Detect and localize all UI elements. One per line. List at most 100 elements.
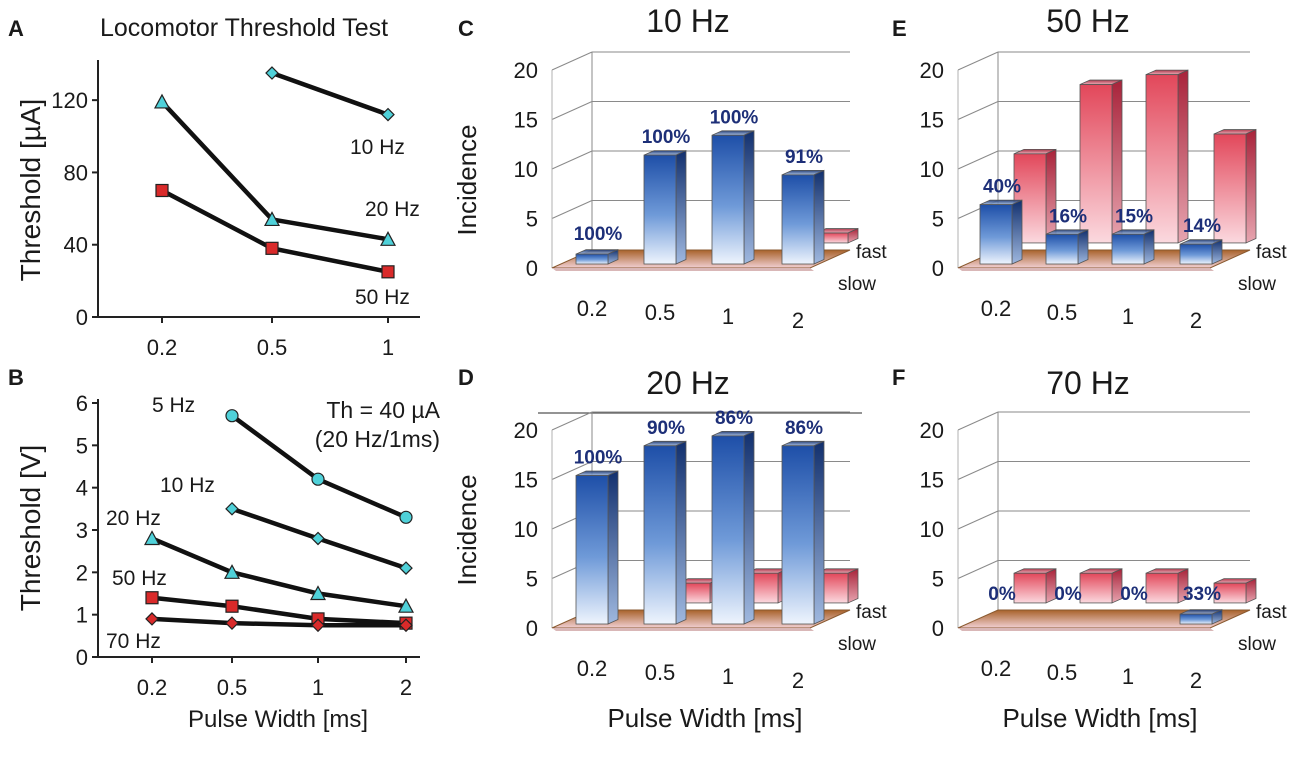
panel-f: F 70 Hz Pulse Width [ms] 0 5 10 15 20 fast slo… xyxy=(892,365,1287,733)
data-point xyxy=(309,585,327,601)
panel-a-plot: 0 40 80 120 0.2 0.5 1 10 Hz 20 Hz 50 Hz xyxy=(51,60,420,360)
depth-label-slow: slow xyxy=(1238,274,1276,295)
data-point xyxy=(399,510,413,524)
bar-fast-side xyxy=(1045,148,1057,244)
bar-slow-side xyxy=(813,440,825,625)
x-tick-label: 0.5 xyxy=(645,660,676,685)
data-point xyxy=(397,597,415,613)
grid-line xyxy=(551,200,593,219)
floor-edge xyxy=(958,268,1214,271)
percent-label: 0% xyxy=(1054,584,1082,605)
panel-b-plot: 0 1 2 3 4 5 6 0.2 0.5 1 2 5 Hz 10 Hz 20 Hz 50 Hz 70 Hz xyxy=(76,391,420,700)
x-tick-label: 0.2 xyxy=(147,335,178,360)
grid-line xyxy=(551,150,593,170)
data-point xyxy=(225,616,239,630)
percent-label: 100% xyxy=(574,224,623,245)
panel-f-x-axis-title: Pulse Width [ms] xyxy=(1002,703,1197,733)
panel-letter-b: B xyxy=(8,365,24,390)
bar-slow xyxy=(575,475,609,625)
bar-slow xyxy=(643,154,677,265)
depth-label-slow: slow xyxy=(838,634,876,655)
y-tick-label: 2 xyxy=(76,560,88,585)
x-tick-label: 0.2 xyxy=(981,296,1012,321)
x-tick-label: 0.5 xyxy=(217,675,248,700)
percent-label: 0% xyxy=(988,584,1016,605)
bar-slow-side xyxy=(675,149,687,265)
series-label: 50 Hz xyxy=(355,286,410,309)
bar-slow-side xyxy=(743,430,755,625)
y-tick-label: 15 xyxy=(920,108,944,133)
panel-a-y-axis-title: Threshold [µA] xyxy=(15,99,46,282)
y-tick-label: 15 xyxy=(514,468,538,493)
series-label: 70 Hz xyxy=(106,630,161,653)
panel-a-title: Locomotor Threshold Test xyxy=(100,14,388,42)
data-point xyxy=(153,93,171,109)
y-tick-label: 20 xyxy=(920,418,944,443)
bar-slow xyxy=(711,134,745,265)
y-tick-label: 0 xyxy=(526,256,538,281)
y-tick-label: 6 xyxy=(76,391,88,416)
panel-d-plot: 0 5 10 15 20 fast slow 0.2 0.5 1 2 100% 90% 86% 86% xyxy=(514,408,888,693)
data-point xyxy=(145,612,159,626)
series-line xyxy=(160,188,389,275)
bar-fast xyxy=(1145,572,1179,604)
floor-edge xyxy=(552,628,814,631)
series-line xyxy=(151,616,406,628)
x-tick-label: 2 xyxy=(1190,668,1202,693)
data-point xyxy=(311,618,325,633)
x-tick-label: 1 xyxy=(382,335,394,360)
panel-e: E 50 Hz 0 5 10 15 20 fast slow 0.2 0.5 1 2 40% 16% 15… xyxy=(892,3,1287,333)
panel-c-plot: 0 5 10 15 20 fast slow 0.2 0.5 1 2 100% 100% 100% 91% xyxy=(514,51,887,333)
bar-fast-side xyxy=(847,568,859,604)
x-tick-label: 0.2 xyxy=(577,656,608,681)
x-tick-label: 2 xyxy=(400,675,412,700)
bar-fast xyxy=(1145,74,1179,244)
x-tick-label: 0.5 xyxy=(1047,300,1078,325)
data-point xyxy=(311,472,325,486)
series-label: 20 Hz xyxy=(365,198,420,221)
panel-d: D 20 Hz Incidence Pulse Width [ms] 0 5 10 1… xyxy=(452,365,887,733)
bar-slow-side xyxy=(1211,239,1223,265)
percent-label: 90% xyxy=(647,418,685,439)
bar-slow-side xyxy=(813,169,825,265)
x-tick-label: 0.2 xyxy=(137,675,168,700)
panel-c-title: 10 Hz xyxy=(646,3,730,39)
percent-label: 86% xyxy=(715,408,753,429)
y-tick-label: 15 xyxy=(514,108,538,133)
bar-slow-side xyxy=(1077,229,1089,265)
depth-label-fast: fast xyxy=(856,602,887,623)
panel-d-x-axis-title: Pulse Width [ms] xyxy=(607,703,802,733)
x-tick-label: 1 xyxy=(722,304,734,329)
bar-slow xyxy=(781,445,815,625)
percent-label: 91% xyxy=(785,147,823,168)
x-tick-label: 0.5 xyxy=(1047,660,1078,685)
y-tick-label: 10 xyxy=(514,157,538,182)
grid-line xyxy=(957,51,999,71)
panel-b-annotation-line-1: Th = 40 µA xyxy=(326,397,440,423)
y-tick-label: 120 xyxy=(51,88,88,113)
series-label: 50 Hz xyxy=(112,567,167,590)
y-tick-label: 10 xyxy=(920,157,944,182)
grid-line xyxy=(957,101,999,120)
bar-slow xyxy=(575,253,609,265)
data-point xyxy=(145,591,159,605)
panel-letter-d: D xyxy=(458,365,474,390)
x-tick-label: 0.2 xyxy=(981,656,1012,681)
bar-slow-side xyxy=(743,130,755,265)
data-point xyxy=(379,231,397,246)
y-tick-label: 80 xyxy=(64,160,88,185)
series-label: 5 Hz xyxy=(152,394,195,417)
series-label: 20 Hz xyxy=(106,507,161,530)
depth-label-slow: slow xyxy=(838,274,876,295)
data-point xyxy=(225,409,239,423)
y-tick-label: 10 xyxy=(514,517,538,542)
x-tick-label: 1 xyxy=(1122,664,1134,689)
percent-label: 40% xyxy=(983,177,1021,198)
panel-letter-a: A xyxy=(8,16,24,41)
data-point xyxy=(225,501,239,516)
bar-slow-side xyxy=(1011,199,1023,265)
percent-label: 0% xyxy=(1120,584,1148,605)
grid-line xyxy=(957,510,999,530)
x-tick-label: 2 xyxy=(792,308,804,333)
